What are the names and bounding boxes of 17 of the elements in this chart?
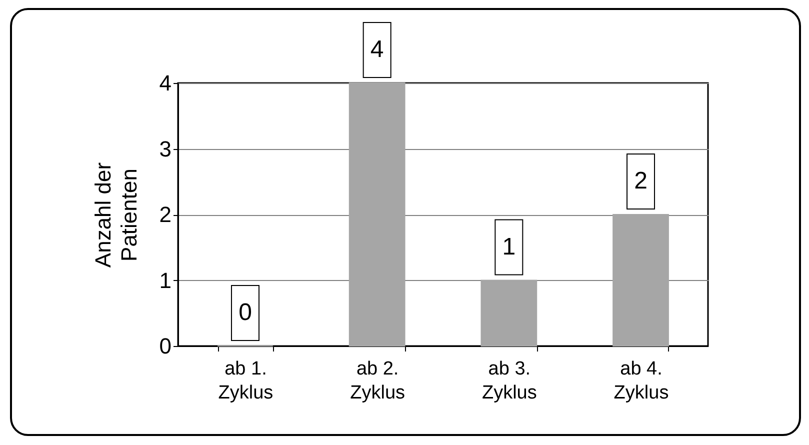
y-tick-label: 1 xyxy=(159,268,172,293)
data-label: 2 xyxy=(634,168,648,194)
x-tick-label: ab 2. Zyklus xyxy=(350,358,406,404)
y-axis-title: Anzahl der Patienten xyxy=(90,162,142,268)
y-tick-label: 3 xyxy=(159,136,172,162)
data-label: 1 xyxy=(502,233,516,260)
bar xyxy=(480,280,538,346)
y-tick-label: 0 xyxy=(159,334,172,358)
x-tick-label: ab 3. Zyklus xyxy=(482,358,537,404)
x-tick-label: ab 1. Zyklus xyxy=(218,358,274,404)
data-label: 0 xyxy=(238,299,252,326)
bar xyxy=(612,214,669,346)
y-tick-label: 2 xyxy=(159,202,172,227)
data-label: 4 xyxy=(370,36,384,63)
bar xyxy=(348,82,406,346)
y-tick-label: 4 xyxy=(159,70,172,96)
x-tick-label: ab 4. Zyklus xyxy=(614,358,669,404)
